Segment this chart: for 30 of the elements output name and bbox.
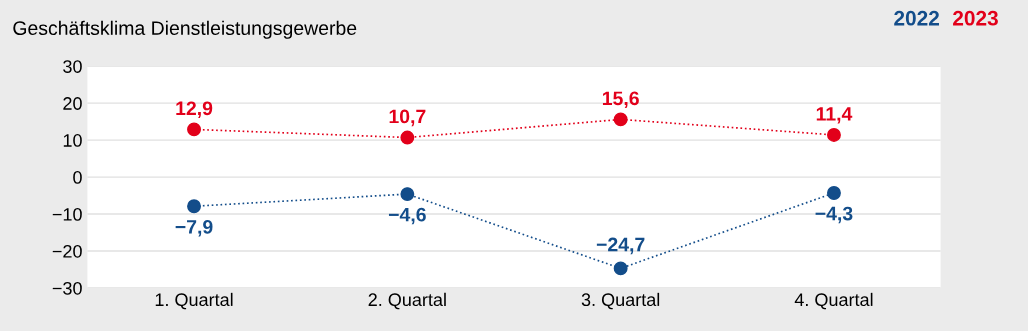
data-label: 15,6 — [602, 91, 639, 109]
y-tick-label: 20 — [63, 97, 82, 110]
data-label: 10,7 — [389, 109, 426, 127]
data-label: −24,7 — [596, 237, 645, 255]
y-tick-label: −20 — [52, 244, 82, 258]
data-label: −7,9 — [175, 219, 213, 237]
text: 2023 — [953, 10, 998, 26]
point — [827, 186, 841, 200]
x-tick-label: 2. Quartal — [368, 292, 446, 310]
point — [613, 112, 628, 127]
point — [187, 122, 201, 137]
data-label: 11,4 — [816, 107, 853, 124]
y-tick-label: −30 — [52, 281, 82, 295]
data-label: 12,9 — [176, 101, 213, 118]
text: 2022 — [894, 10, 939, 26]
point — [400, 187, 415, 202]
point — [613, 261, 628, 276]
y-tick-label: −10 — [52, 207, 82, 221]
point — [400, 130, 415, 145]
x-tick-label: 1. Quartal — [155, 292, 233, 310]
chart-title: Geschäftsklima Dienstleistungsgewerbe — [13, 20, 357, 39]
point — [187, 199, 201, 214]
y-tick-label: 0 — [73, 171, 82, 184]
x-tick-label: 4. Quartal — [794, 292, 873, 310]
data-label: −4,6 — [388, 207, 426, 225]
x-tick-label: 3. Quartal — [581, 292, 660, 310]
data-label: −4,3 — [815, 206, 853, 224]
point — [827, 128, 841, 142]
y-tick-label: 30 — [63, 60, 82, 73]
y-tick-label: 10 — [63, 134, 82, 147]
